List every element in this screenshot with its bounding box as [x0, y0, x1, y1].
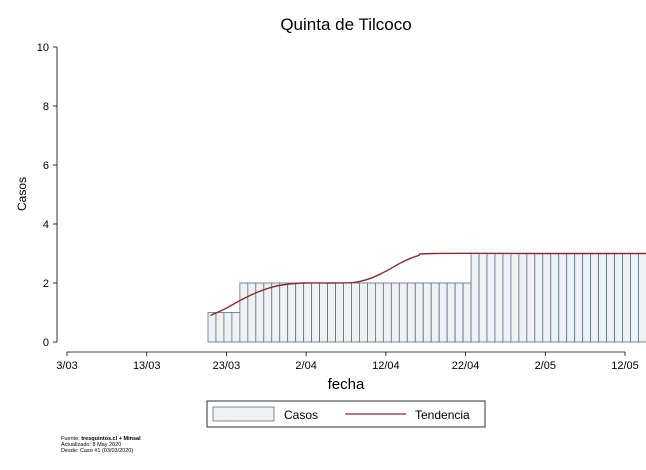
- y-axis: 0 2 4 6 8 10: [37, 42, 58, 349]
- bar: [327, 282, 336, 343]
- source-value: tresquintos.cl + Minsal: [81, 436, 141, 442]
- bar: [502, 253, 512, 343]
- bar: [518, 253, 528, 343]
- bar: [558, 253, 568, 343]
- bar: [566, 253, 576, 343]
- x-axis-label: fecha: [328, 376, 365, 393]
- bar: [351, 282, 360, 343]
- x-tick-label: 2/04: [295, 360, 316, 372]
- bar: [470, 253, 480, 343]
- y-tick-label: 6: [43, 160, 49, 172]
- bar: [335, 282, 344, 343]
- bar: [231, 312, 241, 343]
- bar: [478, 253, 488, 343]
- x-tick-label: 13/03: [133, 360, 161, 372]
- x-tick-label: 3/03: [56, 360, 77, 372]
- bar: [622, 253, 631, 343]
- bar: [223, 312, 233, 343]
- bar: [526, 253, 536, 343]
- bar: [414, 282, 424, 343]
- bar: [359, 282, 368, 343]
- bar: [462, 282, 472, 343]
- x-tick-label: 12/04: [372, 360, 400, 372]
- y-tick-label: 10: [37, 42, 49, 54]
- bar: [598, 253, 607, 343]
- bar: [239, 282, 249, 343]
- x-axis: 3/03 13/03 23/03 2/04 12/04 22/04 2/05 12/05: [56, 351, 639, 372]
- bar: [390, 282, 400, 343]
- bar: [215, 312, 225, 343]
- bar: [343, 282, 352, 343]
- bar: [590, 253, 600, 343]
- x-tick-label: 2/05: [535, 360, 556, 372]
- y-tick-label: 8: [43, 101, 49, 113]
- updated-line: Actualizado: 8 May 2020: [61, 442, 122, 448]
- legend-label-casos: Casos: [284, 408, 318, 422]
- bar: [606, 253, 615, 343]
- trend-line: [210, 252, 646, 317]
- bar: [374, 282, 384, 343]
- bar: [398, 282, 408, 343]
- bar: [438, 282, 448, 343]
- y-tick-label: 0: [43, 337, 49, 349]
- bar: [582, 253, 592, 343]
- bar: [271, 282, 281, 343]
- bar: [486, 253, 496, 343]
- source-label: Fuente:: [61, 436, 82, 442]
- y-tick-label: 4: [43, 219, 49, 231]
- y-tick-label: 2: [43, 278, 49, 290]
- bar: [430, 282, 440, 343]
- x-tick-label: 23/03: [213, 360, 241, 372]
- legend-label-tendencia: Tendencia: [415, 408, 470, 422]
- bar: [319, 282, 328, 343]
- bar: [510, 253, 520, 343]
- bar: [311, 282, 321, 343]
- x-tick-label: 22/04: [452, 360, 480, 372]
- bar: [614, 253, 623, 343]
- chart-title: Quinta de Tilcoco: [280, 15, 411, 34]
- since-line: Desde: Caso #1 (03/03/2020): [61, 448, 134, 454]
- source-line: Fuente: tresquintos.cl + Minsal: [61, 436, 141, 442]
- trend-path: [210, 252, 646, 317]
- bar: [494, 253, 504, 343]
- bar: [287, 282, 297, 343]
- bar: [550, 253, 560, 343]
- bar: [295, 282, 305, 343]
- y-axis-label: Casos: [15, 177, 29, 211]
- bar: [207, 312, 217, 343]
- bar: [303, 282, 313, 343]
- bar: [542, 253, 552, 343]
- bar: [367, 282, 376, 343]
- bar: [534, 253, 544, 343]
- bar: [263, 282, 273, 343]
- bar: [422, 282, 432, 343]
- bar: [454, 282, 464, 343]
- bar: [247, 282, 257, 343]
- bar: [406, 282, 416, 343]
- bars: [207, 253, 646, 343]
- bar: [574, 253, 584, 343]
- legend: Casos Tendencia: [206, 400, 486, 428]
- legend-swatch-casos: [212, 406, 275, 422]
- bar: [279, 282, 289, 343]
- bar: [446, 282, 456, 343]
- x-tick-label: 12/05: [611, 360, 639, 372]
- bar: [630, 253, 639, 343]
- bar: [638, 253, 646, 343]
- bar: [382, 282, 392, 343]
